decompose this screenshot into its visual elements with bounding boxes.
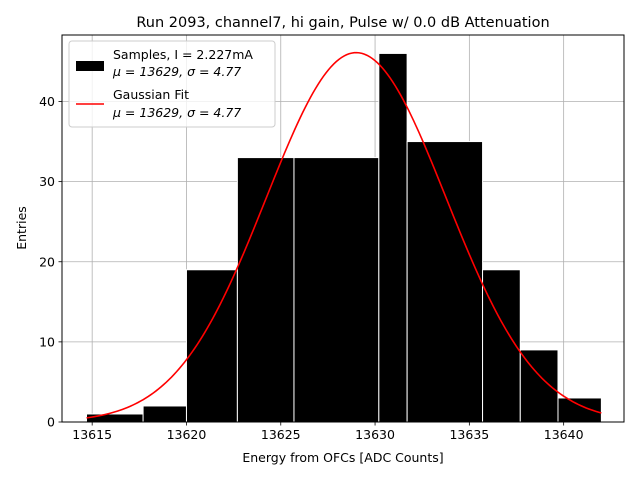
plot-frame <box>61 34 625 423</box>
y-tick-label: 30 <box>39 174 55 189</box>
x-tick-label: 13615 <box>72 427 112 442</box>
y-tick-label: 0 <box>47 415 55 430</box>
gaussian-fit-line <box>86 51 602 419</box>
y-tick-label: 40 <box>39 94 55 109</box>
chart-title: Run 2093, channel7, hi gain, Pulse w/ 0.… <box>136 15 549 31</box>
x-tick-label: 13635 <box>449 427 489 442</box>
x-axis-ticks: 13615 13620 13625 13630 13635 13640 <box>72 422 584 442</box>
histogram-bar <box>86 413 144 423</box>
legend-box <box>68 40 276 128</box>
histogram-bar <box>519 349 559 423</box>
legend-label-fit-stats: μ = 13629, σ = 4.77 <box>112 105 241 120</box>
legend-label-samples-stats: μ = 13629, σ = 4.77 <box>112 64 241 79</box>
y-tick-label: 20 <box>39 254 55 269</box>
y-tick-label: 10 <box>39 334 55 349</box>
histogram-bar <box>557 397 602 423</box>
histogram-bar <box>185 269 238 423</box>
x-tick-label: 13640 <box>544 427 584 442</box>
x-axis-label: Energy from OFCs [ADC Counts] <box>242 450 443 465</box>
legend-label-samples: Samples, I = 2.227mA <box>113 47 253 62</box>
legend: Samples, I = 2.227mA μ = 13629, σ = 4.77… <box>68 40 276 128</box>
x-tick-label: 13630 <box>355 427 395 442</box>
legend-swatch-samples <box>76 61 104 71</box>
histogram-bars <box>86 52 602 423</box>
histogram-bar <box>406 141 484 423</box>
legend-label-fit: Gaussian Fit <box>113 87 189 102</box>
histogram-bar <box>142 405 187 423</box>
x-tick-label: 13625 <box>261 427 301 442</box>
histogram-bar <box>482 269 521 423</box>
histogram-bar <box>378 52 408 423</box>
y-axis-label: Entries <box>14 206 29 250</box>
histogram-bar <box>293 157 380 423</box>
y-axis-ticks: 0 10 20 30 40 <box>39 94 62 430</box>
x-tick-label: 13620 <box>167 427 207 442</box>
